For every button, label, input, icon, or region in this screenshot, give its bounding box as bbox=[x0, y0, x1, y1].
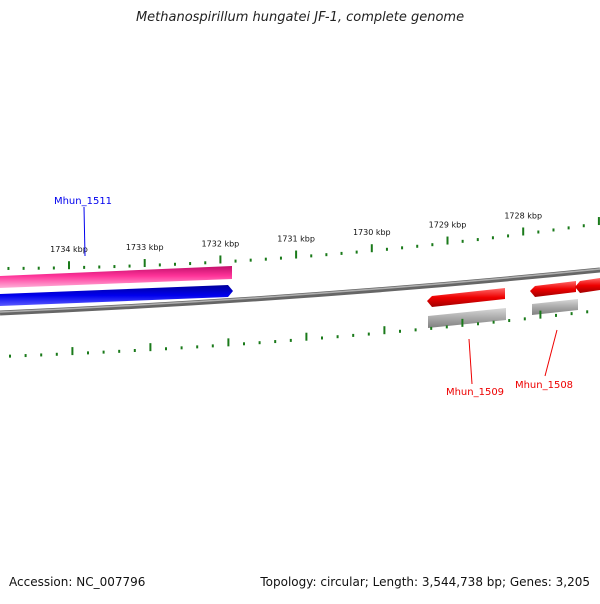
red-feature-edge[interactable] bbox=[575, 278, 600, 293]
blue-feature-track-mhun-1511[interactable] bbox=[0, 285, 233, 306]
gene-labels: Mhun_1511 Mhun_1509 Mhun_1508 bbox=[54, 196, 573, 398]
gene-leader-line bbox=[83, 206, 86, 257]
kbp-label: 1732 kbp bbox=[202, 239, 240, 248]
gene-leader-line bbox=[468, 338, 473, 385]
topology-summary: Topology: circular; Length: 3,544,738 bp… bbox=[260, 575, 590, 589]
kbp-label: 1731 kbp bbox=[277, 235, 315, 244]
kbp-label-row: 1734 kbp 1733 kbp 1732 kbp 1731 kbp 1730 kbp… bbox=[50, 211, 542, 254]
upper-tick-row bbox=[7, 217, 600, 270]
accession-label: Accession: NC_007796 bbox=[9, 575, 146, 589]
kbp-label: 1733 kbp bbox=[126, 243, 164, 252]
genome-title: Methanospirillum hungatei JF-1, complete… bbox=[135, 10, 465, 25]
lower-tick-row bbox=[9, 310, 589, 358]
gene-label[interactable]: Mhun_1509 bbox=[446, 387, 504, 398]
red-feature-mhun-1509[interactable] bbox=[427, 288, 505, 307]
genome-backbone-highlight bbox=[0, 268, 600, 313]
grey-feature-mhun-1509[interactable] bbox=[428, 308, 506, 328]
gene-label[interactable]: Mhun_1511 bbox=[54, 196, 112, 207]
kbp-label: 1734 kbp bbox=[50, 245, 88, 254]
kbp-label: 1729 kbp bbox=[429, 221, 467, 230]
gene-label[interactable]: Mhun_1508 bbox=[515, 380, 573, 391]
red-feature-mhun-1508[interactable] bbox=[530, 281, 576, 297]
kbp-label: 1730 kbp bbox=[353, 228, 391, 237]
gene-leader-line bbox=[544, 329, 558, 377]
kbp-label: 1728 kbp bbox=[504, 211, 542, 220]
grey-feature-mhun-1508[interactable] bbox=[532, 299, 578, 315]
genome-backbone bbox=[0, 267, 600, 316]
pink-feature-track[interactable] bbox=[0, 266, 232, 288]
